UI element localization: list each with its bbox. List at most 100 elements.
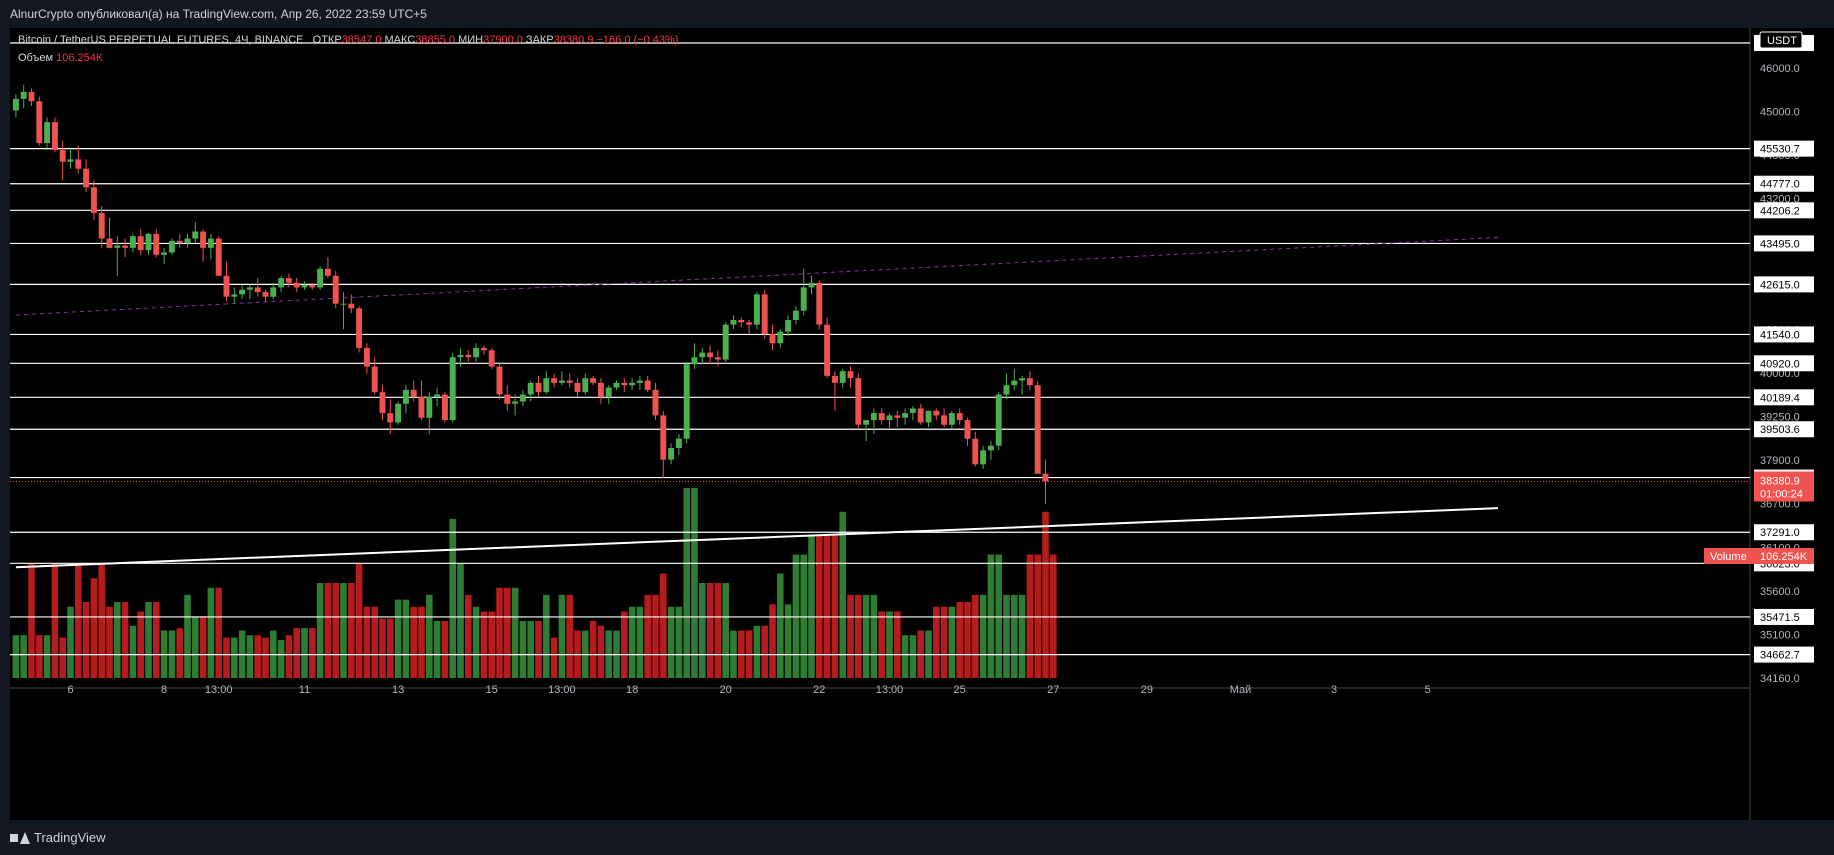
volume-bar [777, 573, 784, 678]
volume-bar [894, 611, 901, 678]
volume-bar [145, 602, 152, 678]
volume-bar [504, 587, 511, 678]
volume-bar [792, 554, 800, 678]
volume-bar [808, 535, 815, 678]
level-label-bg [1754, 202, 1814, 219]
volume-bar [418, 606, 425, 678]
volume-bar [558, 594, 566, 678]
candle-body [621, 382, 628, 386]
candle-body [278, 278, 285, 288]
volume-bar [301, 628, 308, 678]
price-tick-label: 37900.0 [1760, 455, 1800, 467]
volume-label[interactable]: Объем [18, 52, 54, 64]
candle-body [769, 333, 776, 344]
volume-bar [75, 564, 82, 678]
volume-bar [870, 594, 878, 678]
currency-label: USDT [1767, 35, 1797, 47]
time-tick-label: 15 [486, 684, 498, 696]
volume-bar [636, 606, 644, 678]
volume-bar [535, 621, 542, 678]
candle-body [465, 354, 472, 358]
level-label: 40920.0 [1760, 358, 1800, 370]
level-label: 44777.0 [1760, 179, 1800, 191]
volume-bar [106, 606, 113, 678]
candle-body [839, 371, 846, 383]
candle-body [956, 413, 963, 421]
candle-body [972, 438, 979, 465]
candle-body [449, 357, 456, 421]
candle-body [948, 413, 955, 425]
candle-body [1003, 385, 1010, 395]
level-label-bg [1754, 326, 1814, 343]
volume-bar [621, 611, 628, 678]
level-label-bg [1754, 355, 1814, 372]
volume-bar [1034, 554, 1041, 678]
volume-bar [909, 635, 917, 678]
volume-badge-value: 106.254K [1760, 551, 1808, 563]
price-chart[interactable]: 46000.045000.044000.043200.042400.041600… [10, 28, 1834, 820]
candle-body [239, 289, 246, 295]
candle-body [387, 413, 394, 423]
candle-body [987, 445, 994, 451]
candle-body [613, 382, 620, 388]
candle-body [527, 382, 534, 395]
candle-body [691, 357, 698, 365]
volume-bar [223, 637, 230, 678]
candle-body [886, 415, 893, 421]
level-label: 34662.7 [1760, 650, 1800, 662]
tradingview-logo[interactable]: TradingView [10, 830, 106, 845]
time-tick-label: 27 [1047, 684, 1059, 696]
volume-bar [215, 587, 222, 678]
volume-bar [566, 594, 573, 678]
symbol-label[interactable]: Bitcoin / TetherUS PERPETUAL FUTURES, 4Ч… [18, 34, 304, 46]
close-value: 38380.9 [553, 34, 594, 46]
volume-bar [355, 564, 363, 678]
volume-bar [207, 587, 215, 678]
candle-body [995, 394, 1002, 446]
close-label: ЗАКР [525, 34, 554, 46]
candle-body [395, 403, 402, 423]
volume-bar [433, 621, 441, 678]
last-price-badge [1754, 471, 1814, 502]
candle-body [925, 410, 932, 423]
candle-body [652, 389, 659, 416]
volume-bar [137, 611, 144, 678]
candle-body [215, 238, 222, 276]
volume-bar [675, 606, 683, 678]
low-label: МИН [458, 34, 484, 46]
time-tick-label: 13:00 [876, 684, 904, 696]
candle-body [1011, 380, 1018, 386]
candle-body [699, 352, 706, 358]
candle-body [324, 268, 331, 276]
level-label: 39503.6 [1760, 424, 1800, 436]
volume-bar [878, 611, 885, 678]
volume-bar [192, 616, 199, 678]
volume-bar [441, 621, 449, 678]
candle-body [941, 415, 948, 425]
candle-body [418, 396, 425, 418]
chart-pane[interactable]: 46000.045000.044000.043200.042400.041600… [10, 28, 1834, 820]
candle-body [1034, 385, 1041, 474]
candle-body [792, 310, 799, 320]
candle-body [800, 287, 807, 311]
candle-body [863, 420, 870, 425]
candle-body [980, 450, 987, 465]
change-value: −166.0 (−0.43%) [596, 34, 679, 46]
candle-body [231, 294, 238, 297]
volume-bar [43, 635, 51, 678]
volume-bar [784, 604, 792, 678]
last-price-value: 38380.9 [1760, 475, 1800, 487]
candle-body [660, 415, 667, 460]
candle-body [933, 410, 940, 416]
candle-body [761, 294, 768, 334]
volume-bar [800, 554, 807, 678]
volume-bar [660, 573, 667, 678]
candle-body [582, 378, 589, 393]
time-tick-label: 13:00 [548, 684, 576, 696]
volume-bar [847, 594, 854, 678]
level-label-bg [1754, 608, 1814, 625]
candle-body [816, 282, 823, 325]
candle-body [519, 394, 526, 402]
volume-bar [691, 488, 698, 678]
candle-body [44, 122, 51, 144]
